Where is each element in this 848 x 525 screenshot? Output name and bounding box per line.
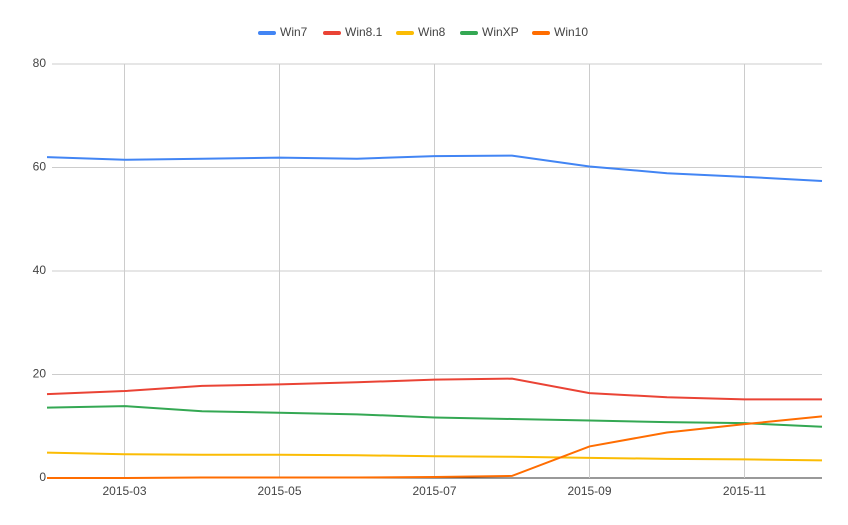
y-tick-label: 80 [33,56,47,70]
series-line [46,154,823,182]
x-tick-label: 2015-03 [102,484,146,498]
series-line [46,377,822,401]
series-line [46,405,823,428]
y-tick-label: 60 [33,160,47,174]
x-tick-label: 2015-05 [257,484,301,498]
x-tick-label: 2015-09 [567,484,611,498]
series-line [46,451,823,462]
legend-label: Win10 [554,25,588,39]
legend-label: Win7 [280,25,308,39]
legend-label: Win8.1 [345,25,383,39]
legend-label: WinXP [482,25,519,39]
y-tick-label: 40 [33,263,47,277]
x-tick-label: 2015-11 [723,484,766,498]
series-line [47,415,823,479]
y-tick-label: 20 [33,367,47,381]
y-tick-label: 0 [39,470,46,484]
x-tick-label: 2015-07 [412,484,456,498]
legend-label: Win8 [418,25,446,39]
